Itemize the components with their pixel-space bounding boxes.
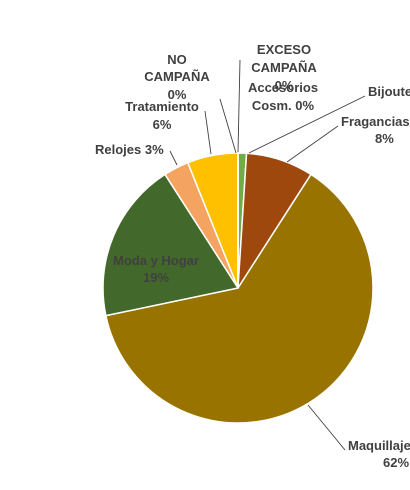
leader-line-tratamiento — [204, 110, 212, 155]
data-label-no-campana-line2: CAMPAÑA — [144, 69, 210, 84]
data-label-tratamiento: Tratamiento — [125, 99, 199, 114]
leader-line-bijouterie — [248, 95, 366, 154]
data-label-accesorios-cosm-line2: Cosm. 0% — [252, 98, 315, 113]
data-label-no-campana-line3: 0% — [168, 87, 187, 102]
leader-line-fragancias — [286, 125, 339, 163]
leader-line-exceso-campana — [237, 59, 241, 153]
data-label-exceso-campana: EXCESO — [257, 42, 311, 57]
data-label-exceso-campana-line2: CAMPAÑA — [251, 60, 317, 75]
leader-line-relojes — [169, 150, 178, 166]
leader-line-no-campana — [219, 98, 237, 154]
data-label-moda-y-hogar-line2: 19% — [143, 270, 169, 285]
data-label-bijouterie: Bijouterie — [368, 84, 410, 99]
pie-slice-moda-y-hogar — [102, 173, 240, 317]
data-label-maquillaje-line2: 62% — [383, 455, 409, 470]
data-label-no-campana: NO — [167, 52, 187, 67]
data-label-moda-y-hogar: Moda y Hogar — [113, 253, 199, 268]
data-label-exceso-campana-line3: 0% — [275, 78, 294, 93]
data-label-maquillaje: Maquillaje — [348, 438, 410, 453]
data-label-fragancias-line2: 8% — [375, 131, 394, 146]
data-label-accesorios-cosm: Accesorios — [248, 80, 318, 95]
pie-slice-maquillaje — [104, 173, 374, 424]
leader-line-maquillaje — [307, 404, 346, 451]
data-label-fragancias: Fragancias — [341, 114, 410, 129]
data-label-tratamiento-line2: 6% — [153, 117, 172, 132]
data-label-relojes: Relojes 3% — [95, 142, 164, 157]
